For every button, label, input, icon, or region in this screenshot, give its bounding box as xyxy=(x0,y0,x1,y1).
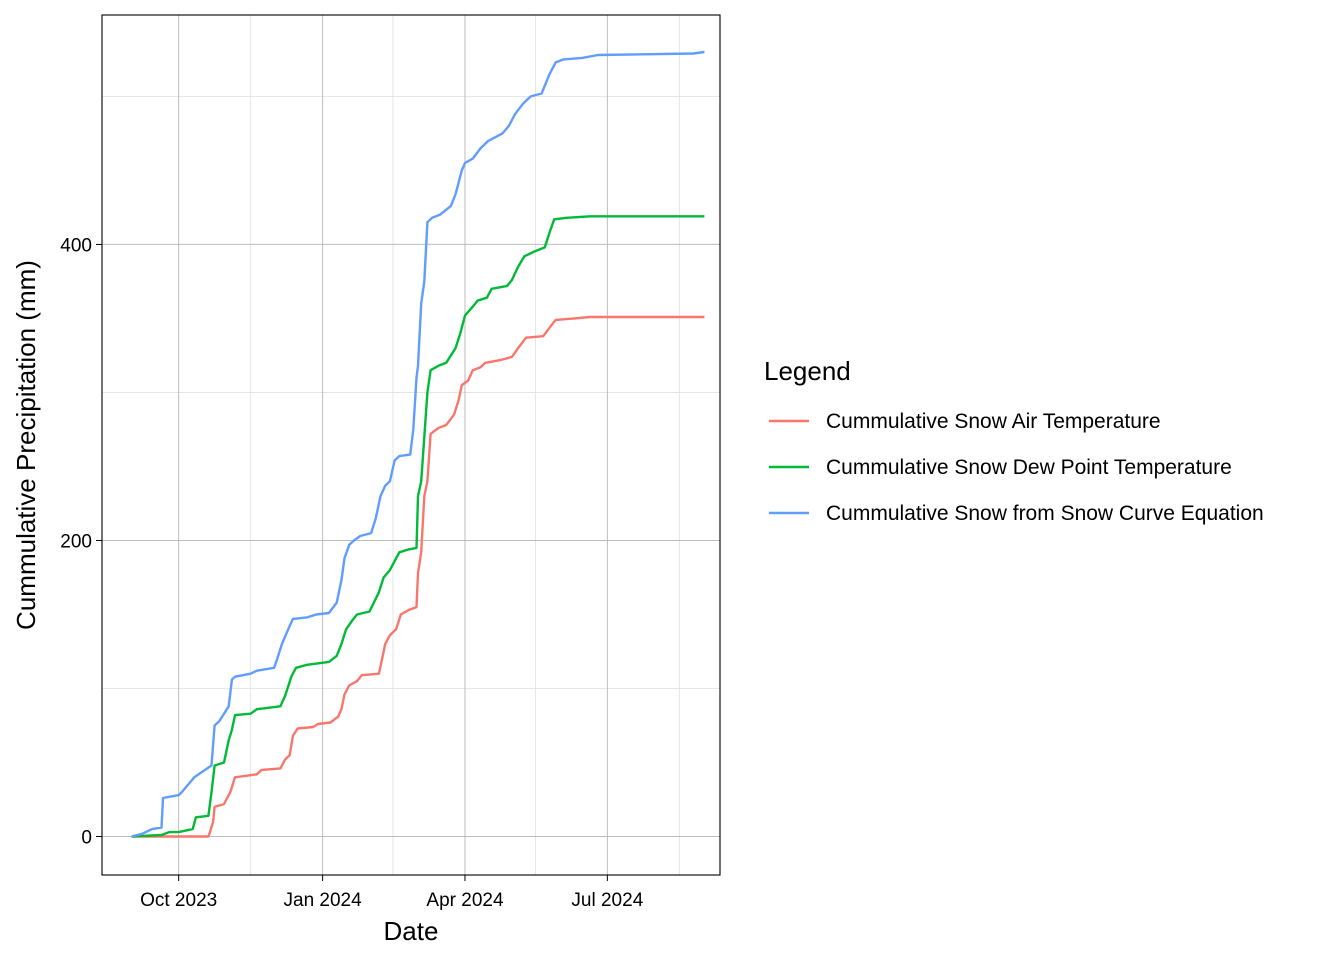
minor-gridlines xyxy=(102,15,720,875)
plot-border xyxy=(101,14,721,876)
x-tick-label: Oct 2023 xyxy=(140,890,217,911)
legend-label-3: Cummulative Snow from Snow Curve Equatio… xyxy=(826,502,1264,525)
legend-title: Legend xyxy=(764,356,851,386)
x-axis: Oct 2023 Jan 2024 Apr 2024 Jul 2024 xyxy=(140,875,644,911)
series-lines xyxy=(131,50,705,838)
y-tick-label: 200 xyxy=(60,531,92,552)
series-line-2 xyxy=(131,215,705,838)
series-line-3 xyxy=(131,50,705,838)
x-tick-label: Jan 2024 xyxy=(284,890,363,911)
y-axis: 0 200 400 xyxy=(60,235,102,849)
legend-label-2: Cummulative Snow Dew Point Temperature xyxy=(826,456,1232,479)
x-tick-label: Apr 2024 xyxy=(426,890,504,911)
x-axis-title: Date xyxy=(384,916,439,946)
series-line-1 xyxy=(131,315,705,838)
legend-items: Cummulative Snow Air Temperature Cummulat… xyxy=(769,410,1264,525)
legend-label-1: Cummulative Snow Air Temperature xyxy=(826,410,1161,433)
y-axis-title: Cummulative Precipitation (mm) xyxy=(11,260,41,630)
plot-area xyxy=(101,14,721,876)
x-tick-label: Jul 2024 xyxy=(571,890,643,911)
y-tick-label: 0 xyxy=(81,828,92,849)
y-tick-label: 400 xyxy=(60,235,92,256)
legend: Legend Cummulative Snow Air TemperatureC… xyxy=(764,356,1264,525)
